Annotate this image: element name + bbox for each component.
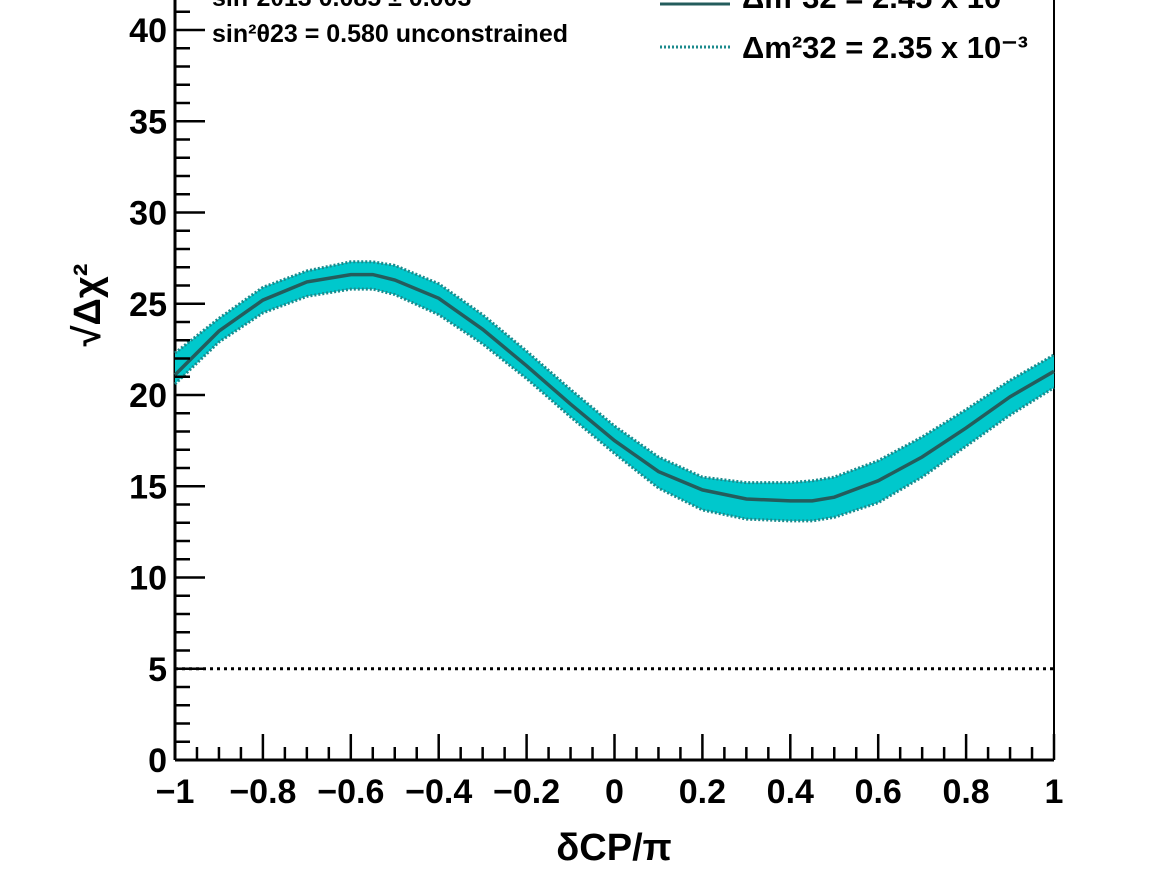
legend-label-dotted: Δm²32 = 2.35 x 10⁻³ [742,30,1028,65]
x-tick-label: −0.6 [317,773,384,811]
legend-label-solid: Δm²32 = 2.45 x 10⁻³ [742,0,1028,15]
x-tick-label: 0.4 [767,773,814,811]
x-tick-label: −1 [156,773,195,811]
plot-frame [173,0,1055,762]
y-axis-title: √Δχ² [67,264,109,347]
x-tick-label: −0.8 [229,773,296,811]
y-tick-label: 25 [129,286,167,324]
x-tick-label: 0 [605,773,624,811]
axes-layer [173,10,1056,762]
y-tick-label: 35 [129,103,167,141]
y-tick-label: 40 [129,12,167,50]
x-axis-title: δCP/π [556,827,671,869]
y-tick-label: 15 [129,468,167,506]
x-tick-label: 0.8 [942,773,989,811]
x-tick-label: 0.6 [855,773,902,811]
band-upper-edge [174,260,1055,485]
x-tick-label: 1 [1045,773,1064,811]
annotation-theta13: sin²2θ13 0.085 ± 0.003 [212,0,471,12]
y-tick-label: 5 [148,651,167,689]
y-tick-label: 0 [148,742,167,780]
x-tick-label: −0.2 [493,773,560,811]
tick-label-layer: 0 5 10 15 20 25 30 35 40 −1 −0.8 −0.6 −0.4 −0.2 0 0.2 0.… [129,12,1063,811]
legend: Δm²32 = 2.45 x 10⁻³ Δm²32 = 2.35 x 10⁻³ [660,0,1028,65]
y-tick-label: 30 [129,195,167,233]
band-lower-edge [173,287,1055,523]
central-curve [173,272,1055,503]
uncertainty-band [175,261,1054,521]
annotation-theta23: sin²θ23 = 0.580 unconstrained [212,20,568,48]
x-tick-label: 0.2 [679,773,726,811]
y-tick-label: 10 [129,560,167,598]
y-tick-label: 20 [129,377,167,415]
band-layer [173,260,1055,523]
x-tick-label: −0.4 [405,773,472,811]
